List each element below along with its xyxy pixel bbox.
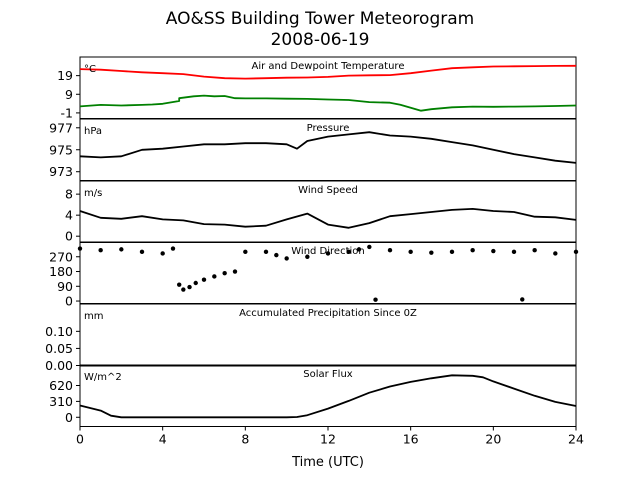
data-point xyxy=(212,274,217,279)
y-tick-label: 4 xyxy=(65,208,73,223)
chart-subtitle: 2008-06-19 xyxy=(271,30,370,50)
y-tick-label: 270 xyxy=(49,249,73,264)
panel-title: Solar Flux xyxy=(303,369,353,380)
y-tick-label: 19 xyxy=(57,68,73,83)
data-point xyxy=(222,270,227,276)
data-point xyxy=(449,249,455,255)
data-point xyxy=(181,287,186,292)
y-tick-label: 90 xyxy=(57,279,73,294)
series-line-0 xyxy=(79,64,577,80)
y-tick-label: 620 xyxy=(49,378,73,393)
data-point xyxy=(187,284,192,290)
panel-title: Air and Dewpoint Temperature xyxy=(252,61,405,72)
data-point xyxy=(511,249,517,255)
y-tick-label: 8 xyxy=(65,187,73,202)
x-tick-label: 0 xyxy=(76,432,84,447)
data-point xyxy=(274,252,279,258)
data-point xyxy=(263,249,269,255)
x-tick-label: 24 xyxy=(568,432,584,447)
data-point xyxy=(491,248,496,254)
panel-title: Pressure xyxy=(307,123,350,134)
data-point xyxy=(139,249,145,255)
panel-unit: m/s xyxy=(84,188,102,199)
series-line-0 xyxy=(79,131,577,164)
data-point xyxy=(367,244,372,250)
y-tick-label: 0 xyxy=(65,229,73,244)
data-point xyxy=(429,250,434,255)
data-point xyxy=(119,247,124,252)
series-line-0 xyxy=(79,207,577,229)
data-point xyxy=(98,248,103,253)
series-line-1 xyxy=(79,94,577,112)
data-point xyxy=(284,256,289,261)
data-point xyxy=(553,251,558,256)
data-point xyxy=(573,249,579,255)
y-tick-label: 0 xyxy=(65,294,73,309)
y-tick-label: -1 xyxy=(61,105,73,120)
x-axis-label: Time (UTC) xyxy=(291,455,364,470)
panel-unit: mm xyxy=(84,311,103,322)
x-tick-label: 12 xyxy=(320,432,336,447)
data-point xyxy=(356,247,362,252)
panel-title: Accumulated Precipitation Since 0Z xyxy=(239,308,417,319)
data-point xyxy=(387,248,393,253)
y-tick-label: 9 xyxy=(65,87,73,102)
x-axis: 0 4 8 12 16 20 24 xyxy=(76,426,584,447)
data-point xyxy=(77,246,83,251)
x-tick-label: 8 xyxy=(241,432,249,447)
data-point xyxy=(325,251,331,256)
y-tick-label: 975 xyxy=(49,142,73,157)
panel-title: Wind Direction xyxy=(291,246,365,257)
x-tick-label: 4 xyxy=(159,432,167,447)
data-point xyxy=(170,246,176,251)
y-tick-label: 310 xyxy=(49,394,73,409)
data-point xyxy=(160,251,165,256)
y-tick-label: 977 xyxy=(49,120,73,135)
y-tick-label: 973 xyxy=(49,164,73,179)
x-tick-label: 20 xyxy=(485,432,501,447)
series-line-0 xyxy=(79,374,577,419)
x-tick-label: 16 xyxy=(403,432,419,447)
y-tick-label: 0.05 xyxy=(45,341,73,356)
data-point xyxy=(520,297,525,302)
panel-unit: hPa xyxy=(84,126,102,137)
data-point xyxy=(243,249,248,255)
panel-unit: °C xyxy=(84,64,96,75)
y-tick-label: 0.00 xyxy=(45,358,73,373)
data-point xyxy=(373,297,378,302)
panel-1: 973 975 977 Pressure hPa xyxy=(49,118,577,181)
panel-unit: W/m^2 xyxy=(84,372,122,383)
data-point xyxy=(305,254,310,259)
panel-title: Wind Speed xyxy=(298,185,358,196)
data-point xyxy=(232,269,238,274)
y-tick-label: 180 xyxy=(49,264,73,279)
data-point xyxy=(532,248,537,253)
data-point xyxy=(346,249,351,255)
data-point xyxy=(193,280,198,286)
chart-title: AO&SS Building Tower Meteorogram xyxy=(166,9,474,29)
data-point xyxy=(201,277,207,282)
data-point xyxy=(177,282,182,287)
data-point xyxy=(408,249,413,255)
data-point xyxy=(470,248,475,253)
y-tick-label: 0 xyxy=(65,410,73,425)
y-tick-label: 0.10 xyxy=(45,324,73,339)
